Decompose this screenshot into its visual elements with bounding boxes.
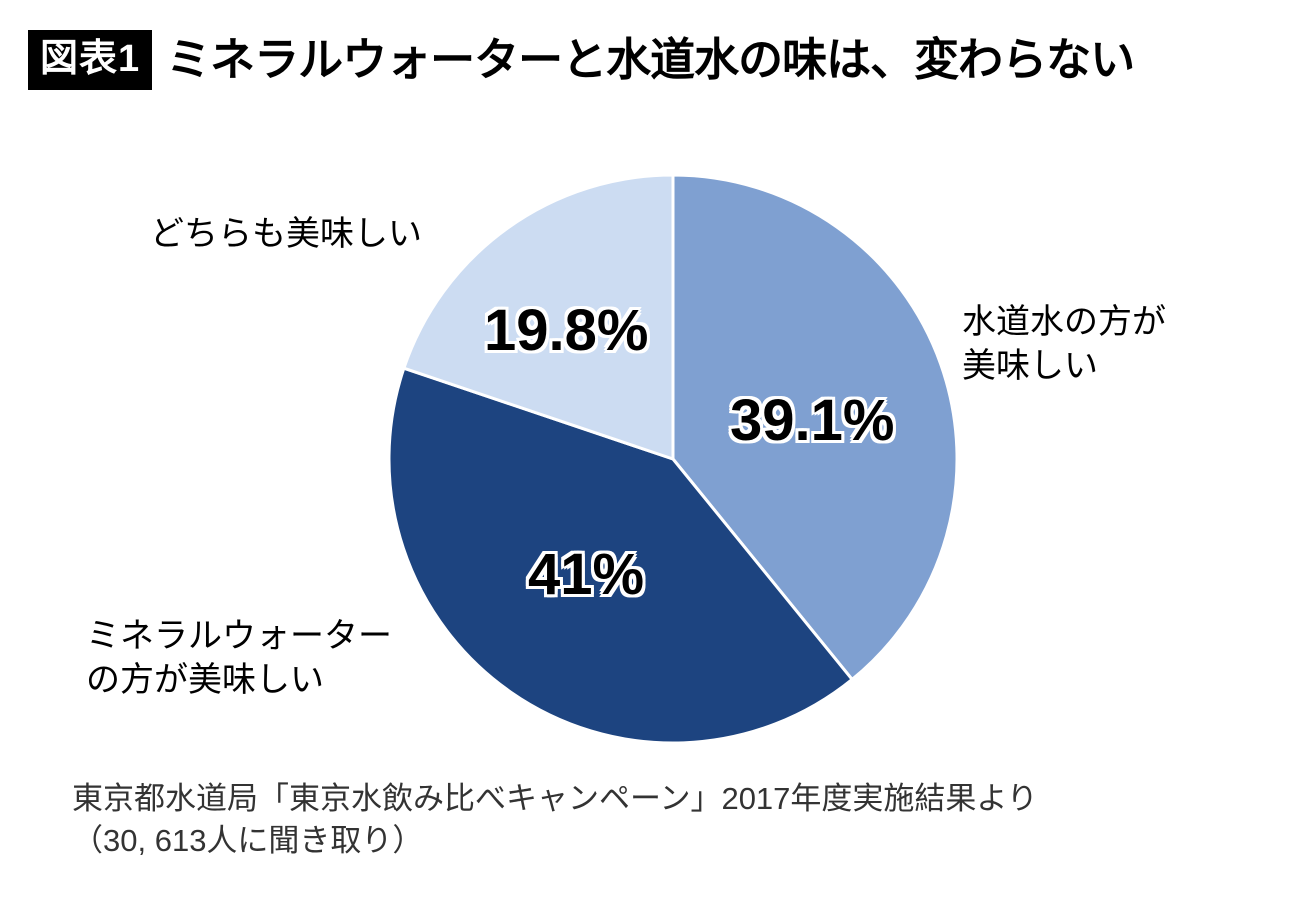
figure-number-badge: 図表1 bbox=[28, 30, 153, 90]
slice-label-both: どちらも美味しい bbox=[150, 215, 422, 253]
pie-slice bbox=[402, 173, 675, 461]
pct-value-mineral-water: 41% bbox=[528, 542, 645, 607]
pct-value-tap-water: 39.1% bbox=[730, 388, 895, 453]
slice-label-mineral-water-line2: の方が美味しい bbox=[86, 661, 324, 700]
slice-label-tap-water: 水道水の方が 美味しい bbox=[962, 300, 1166, 388]
pct-value-both: 19.8% bbox=[484, 298, 649, 363]
pie-slice bbox=[387, 366, 854, 745]
slice-label-mineral-water-line1: ミネラルウォーター bbox=[86, 617, 392, 655]
source-note-line2: （30, 613人に聞き取り） bbox=[72, 822, 424, 858]
slice-label-mineral-water: ミネラルウォーター の方が美味しい bbox=[86, 614, 392, 702]
pie-chart-svg bbox=[387, 173, 959, 745]
source-note: 東京都水道局「東京水飲み比べキャンペーン」2017年度実施結果より （30, 6… bbox=[72, 778, 1038, 862]
pie-chart bbox=[384, 170, 962, 748]
slice-label-tap-water-line1: 水道水の方が bbox=[962, 303, 1166, 341]
source-note-line1: 東京都水道局「東京水飲み比べキャンペーン」2017年度実施結果より bbox=[72, 781, 1038, 816]
slice-label-tap-water-line2: 美味しい bbox=[962, 347, 1098, 386]
pie-slice bbox=[671, 173, 959, 681]
figure-title: ミネラルウォーターと水道水の味は、変わらない bbox=[166, 34, 1135, 86]
figure-header: 図表1 ミネラルウォーターと水道水の味は、変わらない bbox=[28, 30, 1135, 90]
